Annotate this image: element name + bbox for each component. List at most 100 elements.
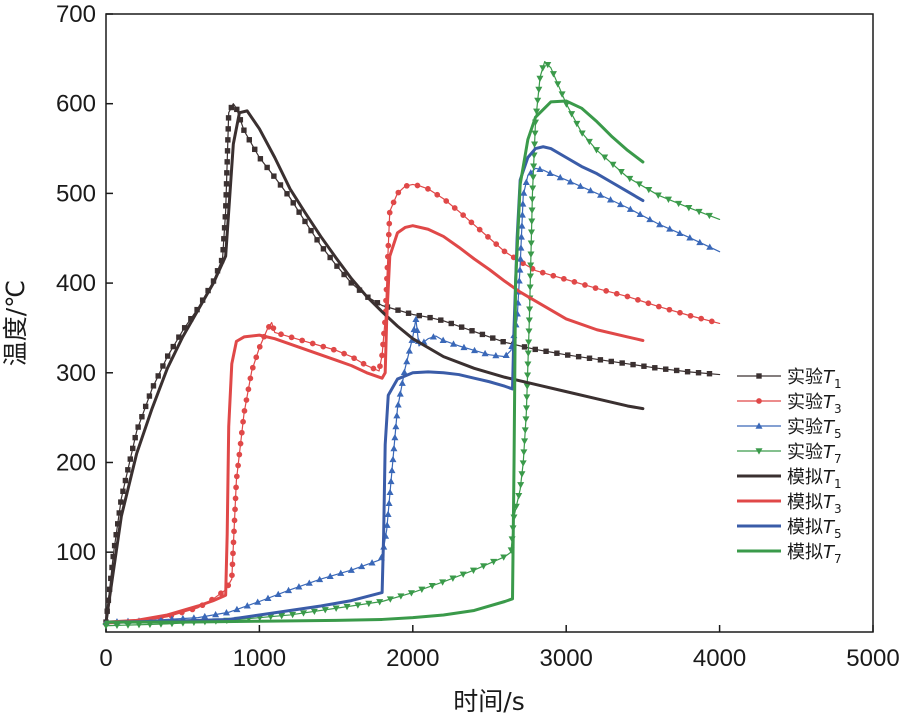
data-point — [370, 365, 377, 372]
legend-label: 模拟T7 — [787, 542, 842, 566]
data-point — [383, 521, 391, 528]
data-point — [405, 347, 413, 354]
legend-label: 实验T7 — [787, 442, 842, 466]
series-line — [105, 103, 721, 623]
data-point — [546, 169, 554, 176]
data-point — [233, 473, 240, 480]
data-point — [299, 610, 308, 617]
data-point — [500, 554, 508, 561]
data-point — [515, 277, 523, 284]
data-point — [586, 355, 593, 361]
data-point — [264, 164, 270, 171]
data-point — [223, 192, 229, 198]
data-point — [127, 456, 133, 462]
series-sim-T5 — [104, 145, 645, 624]
legend-label: 实验T1 — [787, 367, 842, 391]
y-tick-label: 100 — [56, 539, 96, 566]
data-point — [390, 444, 398, 452]
x-tick-label: 4000 — [693, 645, 746, 672]
data-point — [755, 422, 763, 429]
data-point — [524, 372, 532, 379]
data-point — [360, 360, 367, 367]
data-point — [529, 174, 537, 181]
data-point — [645, 186, 653, 194]
x-tick-label: 1000 — [233, 645, 286, 672]
y-tick-label: 500 — [56, 180, 96, 207]
data-point — [120, 488, 126, 494]
data-point — [603, 288, 610, 294]
data-point — [566, 178, 574, 185]
data-point — [519, 200, 527, 207]
data-point — [597, 357, 604, 363]
data-point — [434, 191, 441, 198]
data-point — [341, 350, 347, 357]
data-point — [460, 343, 468, 351]
data-point — [386, 488, 394, 496]
data-point — [412, 315, 420, 323]
data-point — [528, 218, 536, 225]
data-point — [229, 561, 236, 568]
data-point — [237, 440, 244, 447]
y-axis-title: 温度/℃ — [1, 280, 30, 367]
data-point — [469, 328, 475, 334]
data-point — [578, 130, 586, 137]
data-point — [385, 242, 392, 249]
data-point — [684, 369, 691, 375]
y-tick-label: 200 — [56, 449, 96, 476]
data-point — [520, 189, 528, 196]
data-point — [270, 325, 277, 332]
data-point — [756, 373, 762, 379]
data-point — [230, 539, 237, 546]
data-point — [413, 326, 421, 333]
data-point — [630, 361, 636, 368]
data-point — [425, 185, 431, 192]
legend-label: 实验T3 — [787, 392, 842, 416]
data-point — [354, 602, 362, 609]
data-point — [696, 238, 704, 246]
series-line — [105, 183, 721, 625]
data-point — [652, 365, 658, 371]
series-line — [104, 224, 645, 624]
data-point — [164, 353, 171, 359]
data-point — [525, 317, 533, 324]
data-point — [561, 275, 567, 282]
data-point — [257, 156, 264, 162]
data-point — [142, 403, 149, 410]
data-point — [626, 175, 634, 183]
data-point — [230, 550, 236, 557]
data-point — [459, 571, 467, 578]
data-point — [233, 605, 241, 613]
series-layer — [102, 60, 721, 630]
y-tick-label: 700 — [56, 1, 96, 28]
data-point — [135, 424, 141, 430]
data-point — [613, 290, 620, 297]
data-point — [377, 363, 383, 370]
data-point — [296, 209, 302, 215]
data-point — [386, 220, 393, 227]
data-point — [249, 364, 256, 371]
data-point — [531, 130, 539, 137]
data-point — [523, 383, 531, 390]
series-line — [105, 167, 721, 623]
data-point — [264, 594, 272, 601]
data-point — [243, 397, 250, 403]
data-point — [414, 182, 421, 189]
data-point — [170, 343, 176, 350]
data-point — [314, 237, 320, 243]
data-point — [517, 244, 525, 251]
data-point — [554, 81, 562, 88]
data-point — [607, 196, 615, 203]
data-point — [289, 611, 297, 619]
data-point — [518, 471, 526, 478]
data-point — [708, 318, 715, 325]
data-point — [241, 127, 247, 133]
series-sim-T3 — [104, 224, 645, 624]
data-point — [246, 137, 252, 143]
data-point — [245, 386, 252, 393]
data-point — [139, 414, 145, 420]
data-point — [522, 416, 530, 423]
data-point — [521, 344, 528, 350]
data-point — [635, 181, 643, 188]
data-point — [532, 346, 538, 353]
data-point — [471, 346, 479, 354]
